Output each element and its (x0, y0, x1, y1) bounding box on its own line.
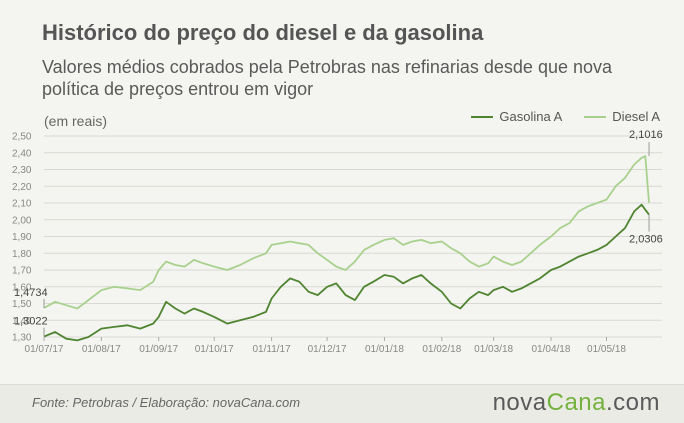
y-tick-label: 2,20 (12, 182, 32, 193)
brand-logo: novaCana.com (493, 389, 660, 417)
footer: Fonte: Petrobras / Elaboração: novaCana.… (0, 384, 684, 423)
legend-item-gasolina: Gasolina A (471, 109, 562, 124)
x-tick-label: 01/08/17 (82, 344, 121, 355)
data-label-gasolina: 2,0306 (629, 234, 663, 246)
x-tick-label: 01/03/18 (474, 344, 513, 355)
data-label-diesel: 2,1016 (629, 129, 663, 141)
chart-subtitle: Valores médios cobrados pela Petrobras n… (42, 57, 613, 99)
x-tick-label: 01/04/18 (532, 344, 571, 355)
series-line-diesel (43, 155, 650, 310)
x-tick-label: 01/10/17 (195, 344, 234, 355)
legend-swatch-diesel (584, 115, 607, 118)
x-tick-label: 01/09/17 (139, 344, 178, 355)
x-tick-label: 01/05/18 (587, 344, 626, 355)
legend-label-diesel: Diesel A (612, 109, 660, 124)
data-label-diesel: 1,4734 (14, 287, 48, 299)
x-tick-label: 01/01/18 (365, 344, 404, 355)
x-tick-label: 01/02/18 (422, 344, 461, 355)
y-tick-label: 1,50 (12, 299, 32, 310)
y-tick-label: 2,40 (12, 148, 32, 159)
brand-tail: .com (605, 389, 660, 416)
legend-label-gasolina: Gasolina A (499, 109, 563, 124)
brand-accent: Cana (546, 389, 606, 416)
legend-item-diesel: Diesel A (584, 109, 660, 124)
legend: Gasolina A Diesel A (455, 109, 660, 124)
data-label-gasolina: 1,3022 (14, 316, 48, 328)
source-note: Fonte: Petrobras / Elaboração: novaCana.… (32, 395, 301, 410)
chart-title: Histórico do preço do diesel e da gasoli… (42, 20, 484, 45)
line-chart: 1,30 1,40 1,50 1,60 1,70 1,80 1,90 2,00 2,10 2,20… (12, 129, 663, 355)
y-tick-label: 1,40 (12, 316, 32, 327)
x-tick-label: 01/07/17 (25, 344, 64, 355)
y-tick-label: 1,90 (12, 232, 32, 243)
x-tick-label: 01/11/17 (252, 344, 291, 355)
series-line-gasolina (43, 203, 650, 342)
x-tick-label: 01/12/17 (308, 344, 347, 355)
brand-main: nova (492, 389, 547, 416)
y-tick-label: 1,80 (12, 249, 32, 260)
y-tick-label: 2,00 (12, 215, 32, 226)
unit-label: (em reais) (44, 113, 108, 129)
y-tick-label: 1,60 (12, 282, 32, 293)
legend-swatch-gasolina (471, 115, 494, 118)
y-tick-label: 2,30 (12, 165, 32, 176)
y-tick-label: 1,30 (12, 333, 32, 344)
y-tick-label: 2,50 (12, 132, 32, 143)
y-tick-label: 1,70 (12, 266, 32, 277)
y-tick-label: 2,10 (12, 199, 32, 210)
